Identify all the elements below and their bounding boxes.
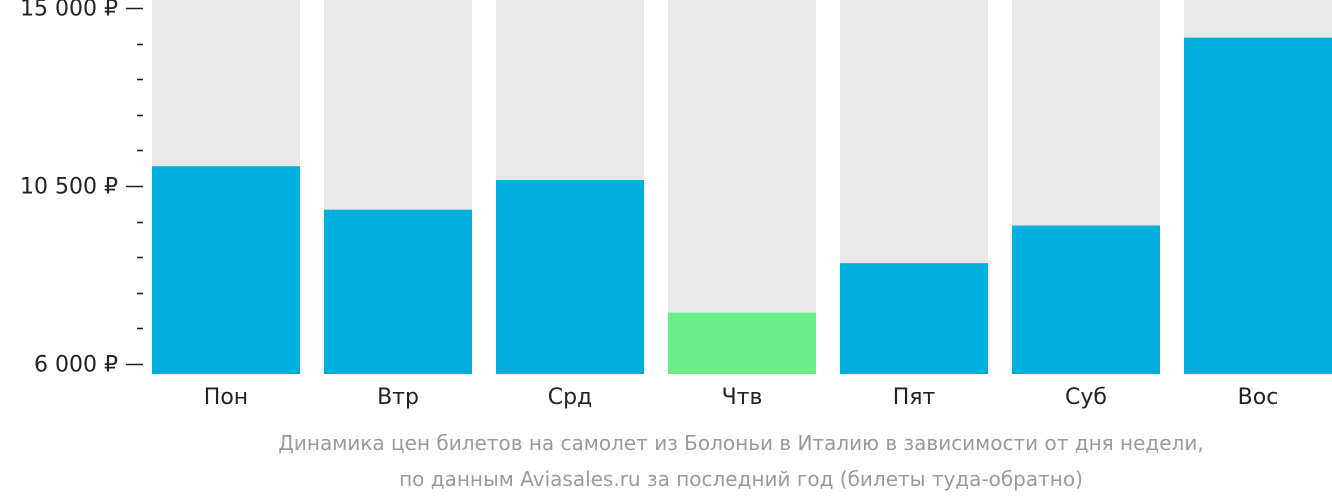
- x-category-label: Пят: [893, 385, 936, 410]
- bar: [1184, 37, 1332, 375]
- chart-caption-line-2: по данным Aviasales.ru за последний год …: [399, 467, 1083, 491]
- price-by-weekday-chart: 6 000 ₽ 10 500 ₽ 15 000 ₽ Пон Втр Срд Чтв Пят Су…: [20, 0, 1332, 410]
- bar: [668, 312, 816, 374]
- bar: [324, 209, 472, 374]
- bar: [496, 180, 644, 374]
- x-category-label: Вос: [1238, 385, 1279, 410]
- x-category-label: Суб: [1065, 385, 1107, 410]
- bar: [152, 166, 300, 374]
- y-tick-label: 10 500 ₽: [20, 175, 118, 200]
- x-category-label: Чтв: [722, 385, 763, 410]
- x-category-label: Срд: [548, 385, 593, 410]
- bar: [1012, 225, 1160, 374]
- y-tick-label: 6 000 ₽: [34, 353, 118, 378]
- bar-track: [668, 0, 816, 374]
- x-category-label: Втр: [377, 385, 419, 410]
- x-category-label: Пон: [204, 385, 248, 410]
- y-tick-label: 15 000 ₽: [20, 0, 118, 22]
- chart-caption-line-1: Динамика цен билетов на самолет из Болон…: [278, 431, 1204, 455]
- bar: [840, 263, 988, 374]
